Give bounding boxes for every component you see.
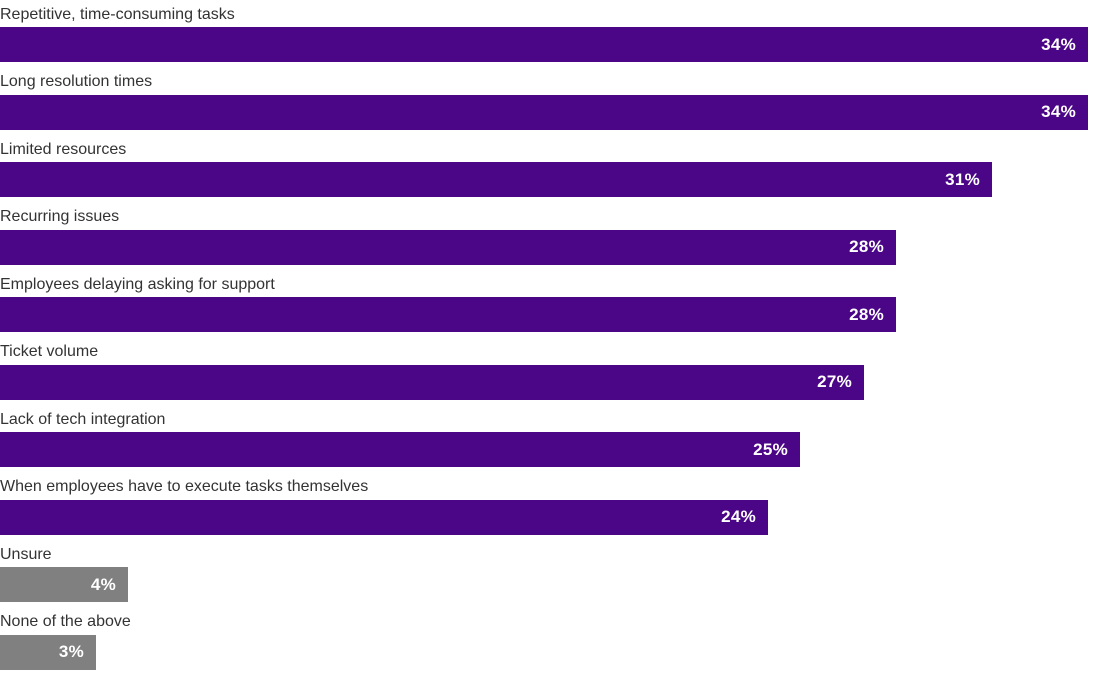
category-label: Employees delaying asking for support: [0, 275, 275, 293]
bar-row: Long resolution times 34%: [0, 68, 1120, 136]
value-label: 34%: [1041, 102, 1076, 121]
category-label: Recurring issues: [0, 208, 120, 225]
value-label: 34%: [1041, 34, 1076, 54]
category-label: When employees have to execute tasks the…: [0, 478, 369, 495]
category-label: Unsure: [0, 545, 52, 563]
bar: 28%: [0, 229, 896, 265]
bar: 27%: [0, 364, 864, 400]
bar: 31%: [0, 162, 992, 197]
bar-row: Lack of tech integration 25%: [0, 405, 1120, 473]
bar: 34%: [0, 27, 1088, 62]
bar: 4%: [0, 567, 128, 602]
category-label: Limited resources: [0, 140, 127, 158]
value-label: 31%: [945, 169, 980, 189]
bar: 25%: [0, 432, 800, 467]
bar: 34%: [0, 94, 1088, 130]
bar-row: Limited resources 31%: [0, 135, 1120, 203]
category-label: Long resolution times: [0, 73, 153, 90]
category-label: Repetitive, time-consuming tasks: [0, 5, 235, 23]
bar-row: Employees delaying asking for support 28…: [0, 270, 1120, 338]
bar-row: Ticket volume 27%: [0, 338, 1120, 406]
value-label: 28%: [849, 237, 884, 256]
bar: 28%: [0, 297, 896, 332]
value-label: 28%: [849, 304, 884, 324]
bar-row: Recurring issues 28%: [0, 203, 1120, 271]
bar-row: Repetitive, time-consuming tasks 34%: [0, 0, 1120, 68]
value-label: 24%: [721, 507, 756, 526]
value-label: 25%: [753, 439, 788, 459]
bar: 24%: [0, 499, 768, 535]
category-label: Lack of tech integration: [0, 410, 166, 428]
bar: 3%: [0, 634, 96, 670]
value-label: 3%: [58, 642, 84, 661]
category-label: None of the above: [0, 613, 131, 630]
bar-row: None of the above 3%: [0, 608, 1120, 675]
bar-row: Unsure 4%: [0, 540, 1120, 608]
category-label: Ticket volume: [0, 343, 99, 360]
value-label: 4%: [90, 574, 116, 594]
value-label: 27%: [817, 372, 852, 391]
bar-row: When employees have to execute tasks the…: [0, 473, 1120, 541]
